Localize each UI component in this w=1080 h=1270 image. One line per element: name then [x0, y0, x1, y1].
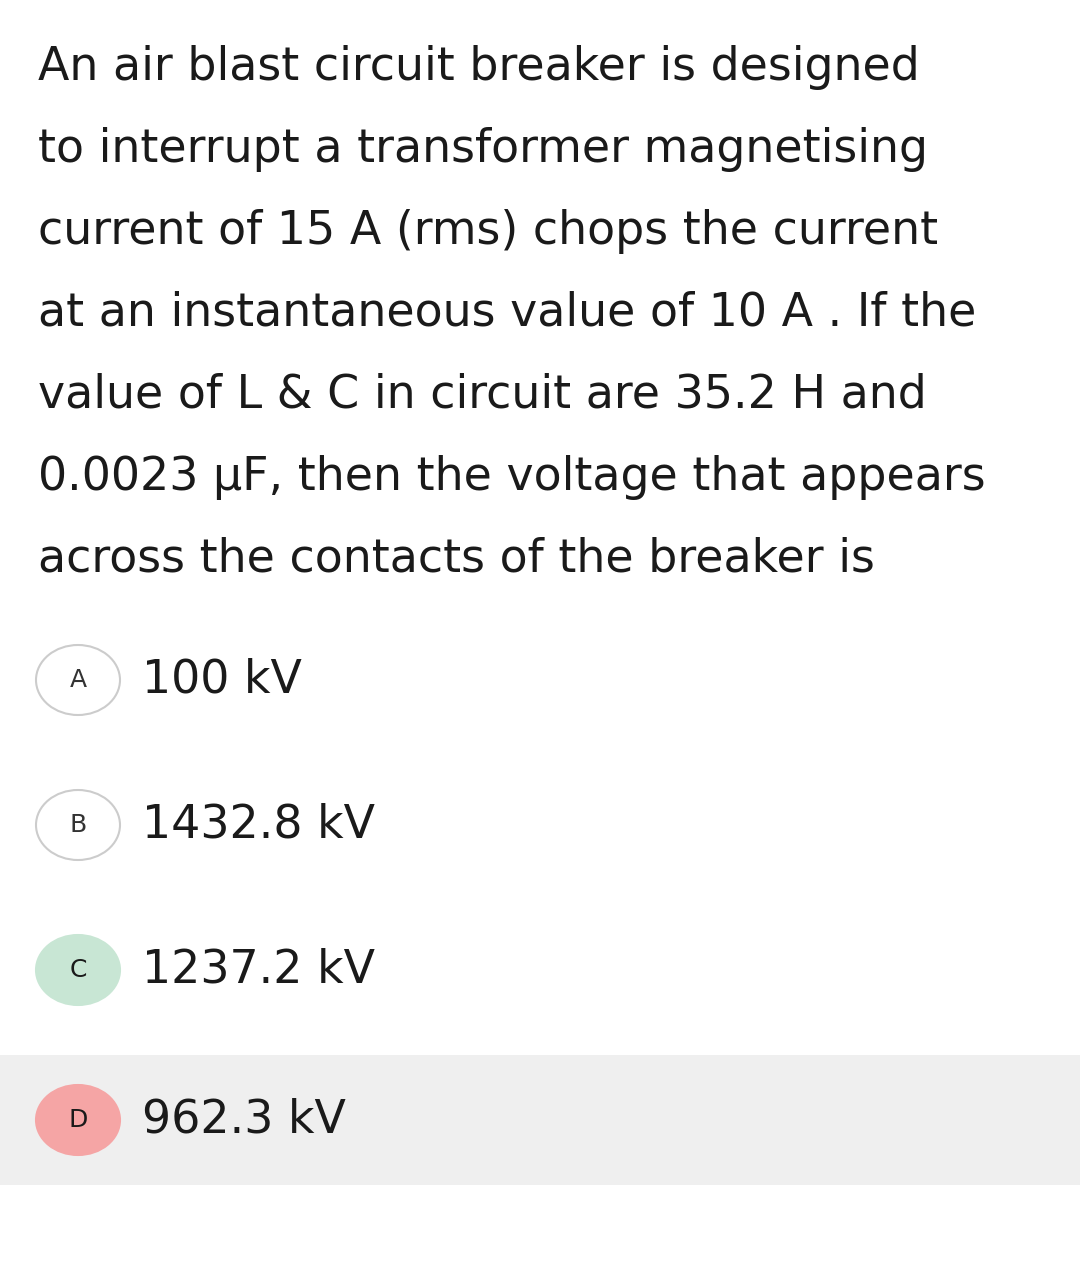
Text: 100 kV: 100 kV — [141, 658, 302, 702]
Ellipse shape — [36, 790, 120, 860]
Text: A: A — [69, 668, 86, 692]
FancyBboxPatch shape — [0, 1055, 1080, 1185]
Text: to interrupt a transformer magnetising: to interrupt a transformer magnetising — [38, 127, 928, 171]
Text: 1432.8 kV: 1432.8 kV — [141, 803, 375, 847]
Text: B: B — [69, 813, 86, 837]
Text: value of L & C in circuit are 35.2 H and: value of L & C in circuit are 35.2 H and — [38, 373, 927, 418]
Text: D: D — [68, 1107, 87, 1132]
Ellipse shape — [36, 645, 120, 715]
Ellipse shape — [36, 1085, 120, 1154]
Text: at an instantaneous value of 10 A . If the: at an instantaneous value of 10 A . If t… — [38, 291, 976, 337]
Ellipse shape — [36, 935, 120, 1005]
Text: An air blast circuit breaker is designed: An air blast circuit breaker is designed — [38, 44, 920, 90]
Text: across the contacts of the breaker is: across the contacts of the breaker is — [38, 537, 875, 582]
Text: current of 15 A (rms) chops the current: current of 15 A (rms) chops the current — [38, 210, 939, 254]
Text: C: C — [69, 958, 86, 982]
Text: 1237.2 kV: 1237.2 kV — [141, 947, 375, 992]
Text: 962.3 kV: 962.3 kV — [141, 1097, 346, 1143]
Text: 0.0023 μF, then the voltage that appears: 0.0023 μF, then the voltage that appears — [38, 455, 986, 500]
